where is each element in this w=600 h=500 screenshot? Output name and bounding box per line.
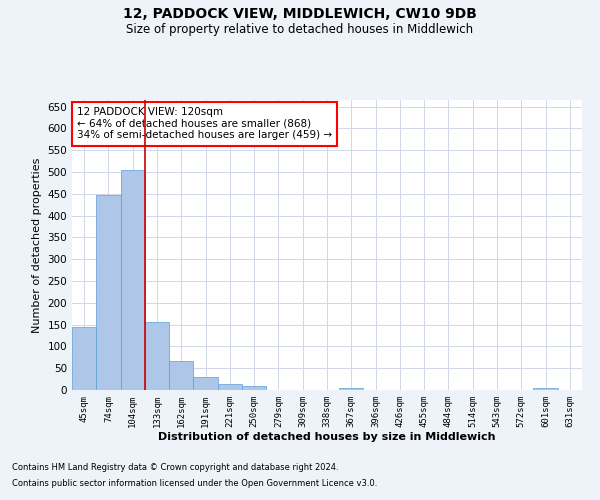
Text: Distribution of detached houses by size in Middlewich: Distribution of detached houses by size … [158, 432, 496, 442]
Bar [145, 322, 169, 390]
Text: 12, PADDOCK VIEW, MIDDLEWICH, CW10 9DB: 12, PADDOCK VIEW, MIDDLEWICH, CW10 9DB [123, 8, 477, 22]
Bar [72, 327, 96, 390]
Bar [169, 361, 193, 390]
Bar [193, 377, 218, 390]
Bar [218, 384, 242, 390]
Text: Contains HM Land Registry data © Crown copyright and database right 2024.: Contains HM Land Registry data © Crown c… [12, 464, 338, 472]
Bar [121, 170, 145, 390]
Text: Size of property relative to detached houses in Middlewich: Size of property relative to detached ho… [127, 22, 473, 36]
Text: Contains public sector information licensed under the Open Government Licence v3: Contains public sector information licen… [12, 478, 377, 488]
Bar [242, 386, 266, 390]
Bar [533, 388, 558, 390]
Bar [96, 195, 121, 390]
Y-axis label: Number of detached properties: Number of detached properties [32, 158, 42, 332]
Bar [339, 388, 364, 390]
Text: 12 PADDOCK VIEW: 120sqm
← 64% of detached houses are smaller (868)
34% of semi-d: 12 PADDOCK VIEW: 120sqm ← 64% of detache… [77, 108, 332, 140]
